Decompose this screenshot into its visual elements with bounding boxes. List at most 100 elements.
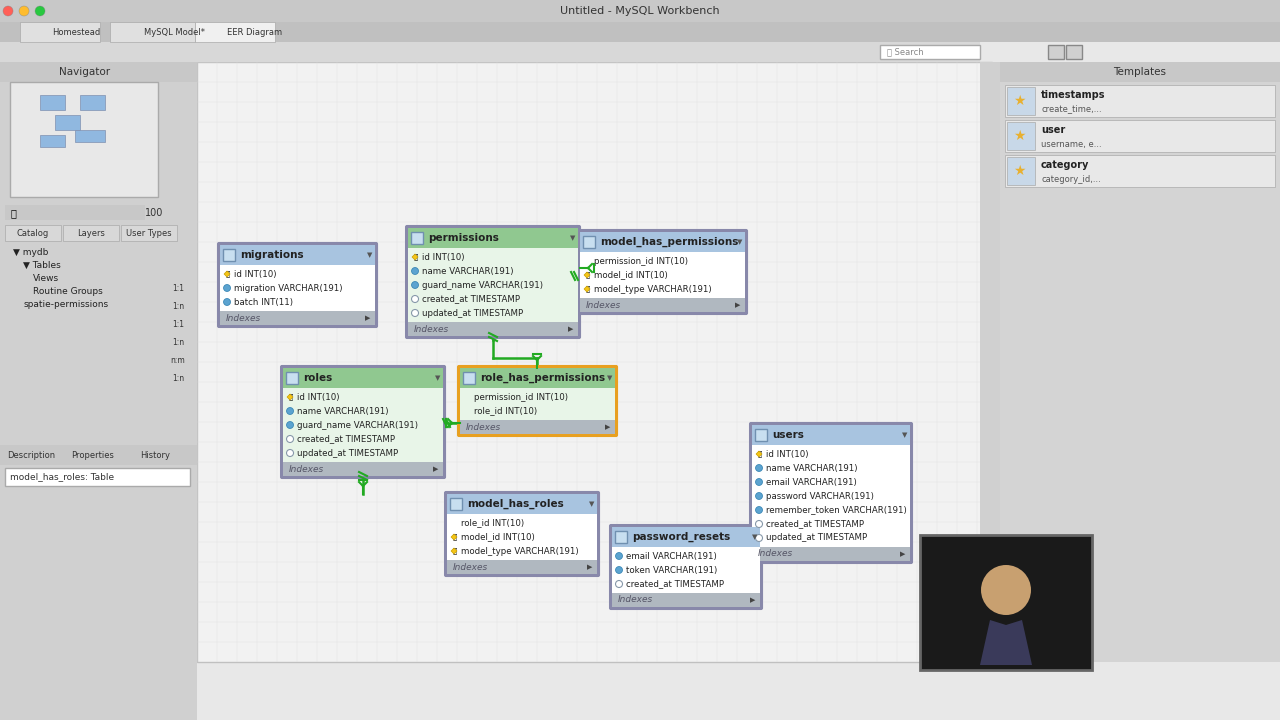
Bar bbox=[1005, 120, 1275, 152]
FancyBboxPatch shape bbox=[445, 492, 599, 576]
FancyBboxPatch shape bbox=[753, 425, 910, 445]
Text: Properties: Properties bbox=[72, 451, 114, 459]
Text: User Types: User Types bbox=[127, 228, 172, 238]
Bar bbox=[5, 468, 189, 486]
Text: name VARCHAR(191): name VARCHAR(191) bbox=[297, 407, 389, 415]
FancyBboxPatch shape bbox=[580, 232, 745, 252]
Bar bbox=[220, 311, 375, 325]
Text: Homestead: Homestead bbox=[52, 27, 100, 37]
Text: role_id INT(10): role_id INT(10) bbox=[474, 407, 538, 415]
Circle shape bbox=[19, 6, 29, 16]
Circle shape bbox=[224, 299, 230, 305]
Bar bbox=[122, 225, 177, 241]
Bar bbox=[920, 535, 1092, 670]
Text: roles: roles bbox=[303, 373, 333, 383]
Bar bbox=[463, 372, 475, 384]
Text: ▶: ▶ bbox=[735, 302, 740, 308]
Bar bbox=[1048, 45, 1064, 59]
Bar bbox=[753, 547, 910, 561]
Bar bbox=[1005, 155, 1275, 187]
Bar bbox=[0, 0, 197, 720]
FancyBboxPatch shape bbox=[220, 245, 375, 265]
Text: create_time,...: create_time,... bbox=[1041, 104, 1102, 114]
Bar bbox=[580, 252, 745, 298]
Text: created_at TIMESTAMP: created_at TIMESTAMP bbox=[626, 580, 724, 588]
Circle shape bbox=[287, 436, 293, 443]
Bar bbox=[63, 225, 119, 241]
Bar bbox=[753, 445, 910, 547]
Text: 🔑: 🔑 bbox=[453, 548, 457, 554]
Text: Indexes: Indexes bbox=[289, 464, 324, 474]
Bar bbox=[40, 95, 65, 110]
FancyBboxPatch shape bbox=[282, 366, 445, 478]
Bar bbox=[755, 429, 767, 441]
Bar bbox=[460, 420, 614, 434]
Circle shape bbox=[3, 6, 13, 16]
Circle shape bbox=[755, 534, 763, 541]
Text: ★: ★ bbox=[1012, 94, 1025, 108]
Text: ▼ mydb: ▼ mydb bbox=[13, 248, 49, 256]
Text: ▼: ▼ bbox=[737, 239, 742, 245]
Text: created_at TIMESTAMP: created_at TIMESTAMP bbox=[765, 520, 864, 528]
Text: 🔑: 🔑 bbox=[758, 451, 763, 457]
Polygon shape bbox=[584, 286, 590, 292]
Text: spatie-permissions: spatie-permissions bbox=[23, 300, 109, 308]
FancyBboxPatch shape bbox=[218, 243, 378, 327]
Circle shape bbox=[412, 310, 419, 317]
Text: name VARCHAR(191): name VARCHAR(191) bbox=[765, 464, 858, 472]
Bar bbox=[612, 593, 760, 607]
Text: ▶: ▶ bbox=[588, 564, 593, 570]
Text: permissions: permissions bbox=[428, 233, 499, 243]
Circle shape bbox=[412, 282, 419, 289]
Text: ▼: ▼ bbox=[902, 432, 908, 438]
Bar bbox=[76, 130, 105, 142]
Bar bbox=[0, 445, 197, 465]
Text: Indexes: Indexes bbox=[586, 300, 621, 310]
Circle shape bbox=[755, 506, 763, 513]
Text: ▼: ▼ bbox=[367, 252, 372, 258]
Text: remember_token VARCHAR(191): remember_token VARCHAR(191) bbox=[765, 505, 906, 515]
Text: ▶: ▶ bbox=[900, 551, 905, 557]
FancyBboxPatch shape bbox=[579, 230, 748, 314]
Text: permission_id INT(10): permission_id INT(10) bbox=[594, 256, 689, 266]
Text: Indexes: Indexes bbox=[413, 325, 449, 333]
Text: updated_at TIMESTAMP: updated_at TIMESTAMP bbox=[765, 534, 867, 542]
Text: email VARCHAR(191): email VARCHAR(191) bbox=[765, 477, 856, 487]
Text: ▼: ▼ bbox=[589, 501, 594, 507]
Bar bbox=[1066, 45, 1082, 59]
Circle shape bbox=[616, 552, 622, 559]
Polygon shape bbox=[224, 271, 230, 277]
Text: role_id INT(10): role_id INT(10) bbox=[461, 518, 524, 528]
Polygon shape bbox=[756, 451, 762, 457]
Text: 1:1: 1:1 bbox=[172, 320, 184, 328]
Text: id INT(10): id INT(10) bbox=[422, 253, 465, 261]
Bar bbox=[220, 265, 375, 311]
Text: model_type VARCHAR(191): model_type VARCHAR(191) bbox=[594, 284, 712, 294]
Text: 1:n: 1:n bbox=[172, 338, 184, 346]
Text: Indexes: Indexes bbox=[466, 423, 502, 431]
Text: 🔑: 🔑 bbox=[227, 271, 230, 277]
Bar bbox=[223, 249, 236, 261]
Text: guard_name VARCHAR(191): guard_name VARCHAR(191) bbox=[297, 420, 419, 430]
Text: ★: ★ bbox=[1012, 164, 1025, 178]
Bar bbox=[197, 62, 992, 662]
Text: password_resets: password_resets bbox=[632, 532, 731, 542]
Text: ▼: ▼ bbox=[570, 235, 576, 241]
Bar bbox=[0, 0, 1280, 22]
Circle shape bbox=[755, 464, 763, 472]
Circle shape bbox=[616, 567, 622, 574]
Bar bbox=[5, 225, 61, 241]
Bar bbox=[40, 135, 65, 147]
Text: updated_at TIMESTAMP: updated_at TIMESTAMP bbox=[422, 308, 524, 318]
Bar bbox=[408, 322, 579, 336]
FancyBboxPatch shape bbox=[447, 494, 596, 514]
Text: category: category bbox=[1041, 160, 1089, 170]
Text: 1:1: 1:1 bbox=[172, 284, 184, 292]
Polygon shape bbox=[287, 394, 293, 400]
Bar bbox=[0, 22, 1280, 42]
Circle shape bbox=[412, 295, 419, 302]
Text: ▼: ▼ bbox=[753, 534, 758, 540]
Text: id INT(10): id INT(10) bbox=[765, 449, 809, 459]
Text: Navigator: Navigator bbox=[59, 67, 110, 77]
FancyBboxPatch shape bbox=[612, 527, 760, 547]
